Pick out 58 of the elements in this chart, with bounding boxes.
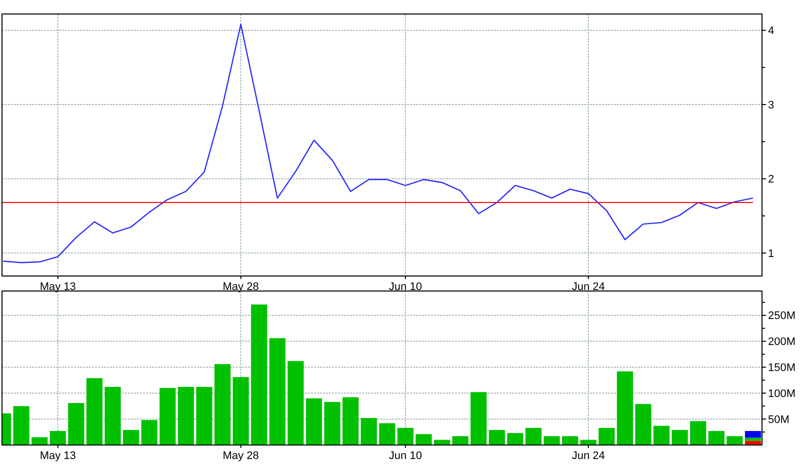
- x-tick-label: Jun 24: [572, 281, 605, 293]
- bar: [525, 428, 542, 445]
- bar: [488, 430, 505, 445]
- bar: [306, 398, 322, 445]
- bar: [379, 423, 396, 445]
- bar: [50, 431, 66, 445]
- bar: [397, 428, 414, 445]
- y-tick-label: 200M: [768, 336, 796, 348]
- y-tick-label: 150M: [768, 362, 796, 374]
- bar: [13, 406, 30, 445]
- bar: [360, 418, 377, 445]
- bar: [324, 402, 340, 445]
- bar: [726, 436, 743, 445]
- bar: [104, 386, 121, 445]
- x-tick-label: Jun 10: [388, 281, 422, 293]
- bar: [598, 428, 615, 445]
- bar: [562, 436, 578, 445]
- bar: [178, 386, 194, 445]
- bar: [269, 338, 286, 445]
- x-tick-label: Jun 24: [572, 450, 605, 462]
- bar: [288, 361, 304, 445]
- bar: [342, 397, 359, 445]
- y-tick-label: 1: [768, 248, 774, 260]
- bar: [635, 404, 652, 445]
- bar: [690, 421, 706, 445]
- x-tick-label: May 28: [222, 281, 259, 293]
- bar: [141, 420, 158, 445]
- y-tick-label: 4: [768, 25, 774, 38]
- bar: [68, 403, 84, 445]
- bar: [251, 304, 268, 445]
- bar: [544, 436, 560, 445]
- bar: [744, 438, 762, 441]
- bar: [232, 377, 249, 445]
- bar: [416, 434, 432, 445]
- x-tick-label: May 13: [40, 450, 76, 462]
- bar: [653, 426, 670, 445]
- y-tick-label: 100M: [768, 388, 796, 400]
- line-series: [2, 24, 754, 264]
- y-tick-label: 250M: [768, 310, 796, 322]
- y-tick-label: 2: [768, 174, 774, 186]
- bar: [123, 430, 140, 445]
- x-tick-label: May 13: [40, 281, 76, 293]
- bar: [744, 431, 762, 438]
- bar: [160, 388, 176, 445]
- bar: [196, 386, 212, 445]
- x-tick-label: Jun 10: [388, 450, 422, 462]
- y-tick-label: 3: [768, 99, 774, 112]
- bar: [452, 436, 468, 445]
- x-tick-label: May 28: [222, 450, 259, 462]
- bar: [507, 433, 524, 445]
- y-tick-label: 50M: [768, 414, 790, 426]
- bar: [32, 437, 48, 445]
- bar: [708, 431, 724, 445]
- bar: [672, 430, 688, 445]
- bar: [86, 378, 103, 445]
- bar: [470, 392, 487, 445]
- bar: [616, 371, 633, 445]
- bar: [214, 364, 231, 445]
